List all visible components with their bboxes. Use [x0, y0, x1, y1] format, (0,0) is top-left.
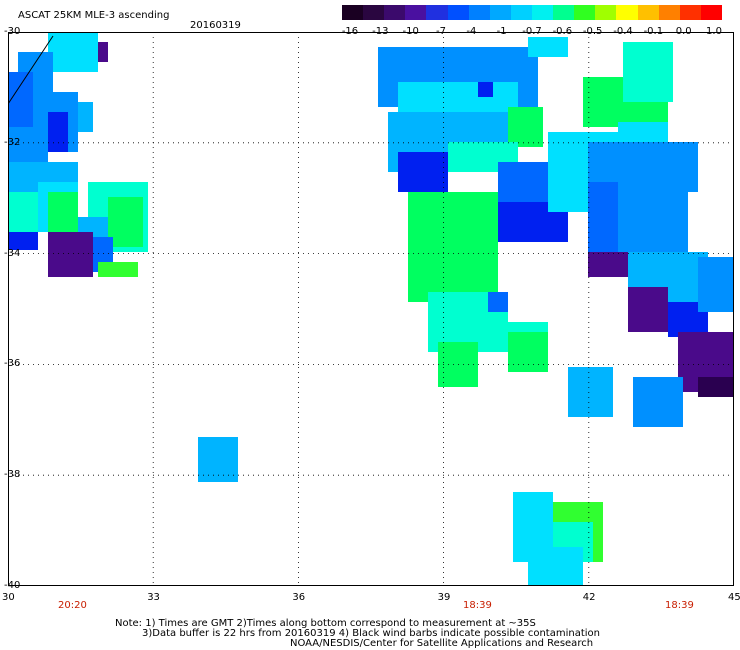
wind-cell: [623, 42, 673, 102]
y-tick-label: -36: [4, 358, 21, 370]
colorbar-label: -1: [496, 26, 507, 37]
wind-cell: [633, 377, 683, 427]
y-tick-label: -40: [4, 580, 21, 591]
colorbar-label: -0.4: [613, 26, 633, 37]
wind-cell: [628, 287, 668, 332]
wind-cell: [8, 192, 38, 232]
y-tick-label: -30: [4, 26, 21, 37]
colorbar-label: -16: [341, 26, 359, 37]
wind-cell: [108, 197, 143, 247]
wind-cell: [78, 102, 93, 132]
wind-cell: [478, 82, 493, 97]
product-title: ASCAT 25KM MLE-3 ascending: [18, 10, 170, 21]
wind-cell: [618, 122, 668, 142]
y-tick-label: -34: [4, 247, 21, 259]
colorbar-label: -10: [402, 26, 419, 37]
wind-cell: [568, 367, 613, 417]
x-tick-label: 33: [147, 592, 160, 603]
colorbar-label: -0.5: [582, 26, 603, 37]
wind-cells: [8, 32, 733, 586]
wind-cell: [508, 332, 548, 372]
wind-cell: [398, 152, 448, 192]
note-line-1: Note: 1) Times are GMT 2)Times along bot…: [115, 618, 536, 629]
pass-time-3: 18:39: [665, 600, 694, 611]
note-line-3: NOAA/NESDIS/Center for Satellite Applica…: [290, 638, 594, 649]
colorbar-label: -0.1: [643, 26, 664, 37]
wind-cell: [618, 172, 688, 262]
colorbar-label: -4: [466, 26, 477, 37]
wind-cell: [48, 32, 98, 72]
colorbar-label: -7: [436, 26, 446, 37]
grid-lines: [8, 32, 734, 586]
colorbar-label: -13: [372, 26, 389, 37]
product-date: 20160319: [190, 20, 241, 31]
colorbar-label: -0.6: [552, 26, 573, 37]
wind-cell: [98, 262, 138, 277]
wind-cell: [698, 377, 733, 397]
wind-cell: [408, 192, 498, 302]
wind-cell: [528, 547, 583, 586]
colorbar-label: 0.0: [675, 26, 692, 37]
pass-time-2: 18:39: [463, 600, 492, 611]
y-tick-label: -32: [4, 136, 21, 148]
note-line-2: 3)Data buffer is 22 hrs from 20160319 4)…: [142, 628, 600, 639]
colorbar-label: -0.7: [522, 26, 542, 37]
wind-cell: [8, 127, 48, 167]
y-tick-label: -38: [4, 469, 21, 481]
wind-cell: [698, 257, 733, 312]
colorbar-label: 1.0: [706, 26, 722, 37]
wind-barb: [8, 35, 54, 105]
x-tick-label: 36: [292, 592, 306, 603]
plot-frame: [8, 32, 734, 586]
wind-cell: [48, 112, 68, 152]
map-plot: [8, 32, 734, 586]
pass-time-1: 20:20: [58, 600, 87, 611]
x-tick-label: 39: [437, 592, 451, 603]
wind-cell: [98, 42, 108, 62]
x-tick-label: 45: [728, 592, 740, 603]
wind-cell: [488, 292, 508, 312]
wind-cell: [198, 437, 238, 482]
wind-cell: [528, 37, 568, 57]
colorbar: [342, 5, 722, 20]
x-tick-label: 30: [2, 592, 15, 603]
x-tick-label: 42: [582, 592, 596, 603]
wind-cell: [48, 192, 78, 232]
wind-cell: [8, 232, 38, 250]
wind-cell: [508, 107, 543, 147]
wind-cell: [48, 232, 93, 277]
